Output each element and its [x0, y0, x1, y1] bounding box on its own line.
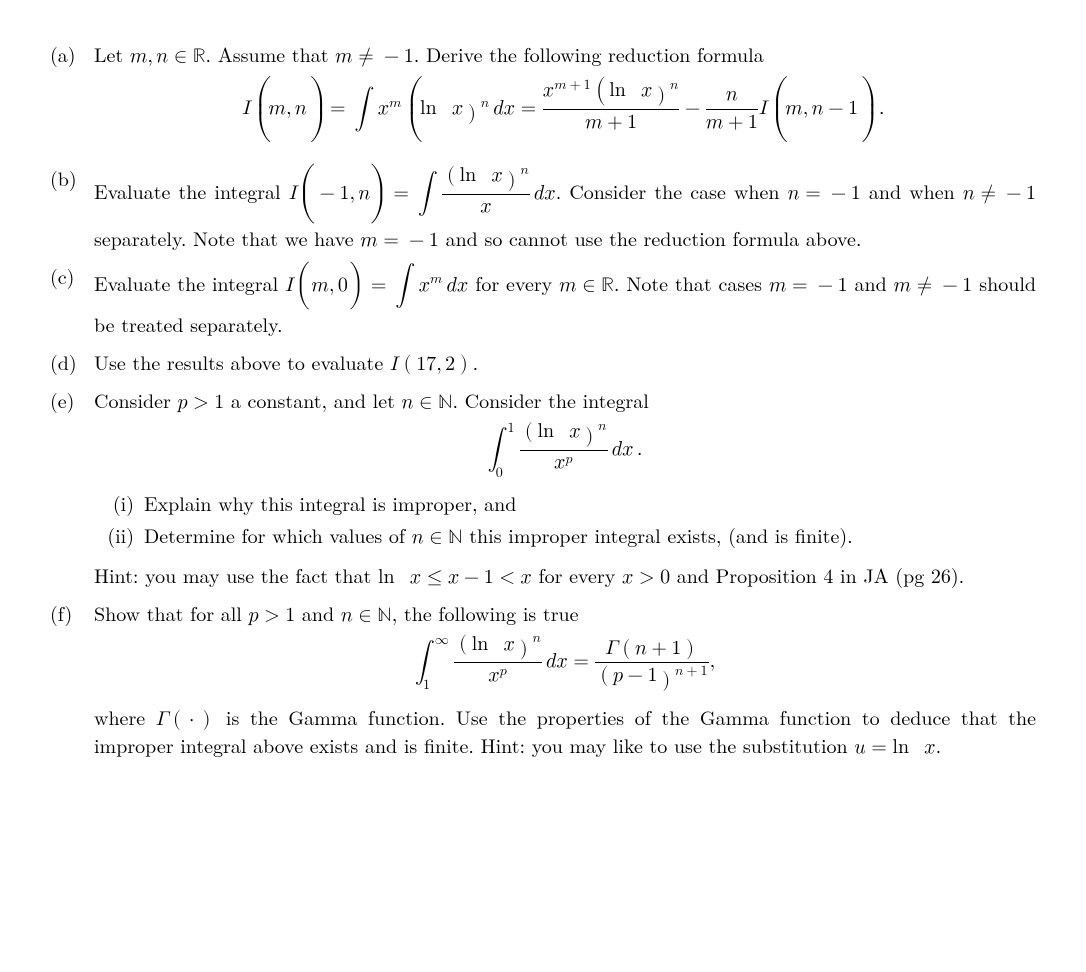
item-f-text-before: Show that for all p>1 and n∈ℕ, the follo…	[94, 598, 579, 627]
item-d-text: Use the results above to evaluate I(17,2…	[94, 347, 478, 376]
item-b: (b) Evaluate the integral I(−1,n)=∫(ln x…	[50, 164, 1036, 252]
item-e-formula: ∫01 (ln x)nxp dx.	[94, 422, 1036, 477]
item-label: (c)	[50, 262, 94, 338]
item-f: (f) Show that for all p>1 and n∈ℕ, the f…	[50, 599, 1036, 760]
item-e-text-before: Consider p>1 a constant, and let n∈ℕ. Co…	[94, 385, 649, 414]
item-f-text-after: where Γ(·) is the Gamma function. Use th…	[94, 702, 1036, 759]
item-body: Evaluate the integral I(m,0)=∫xmdx for e…	[94, 262, 1036, 338]
subitem-label: (i)	[94, 489, 144, 517]
item-body: Consider p>1 a constant, and let n∈ℕ. Co…	[94, 386, 1036, 589]
item-f-formula: ∫1∞ (ln x)nxp dx = Γ(n+1) (p−1)n+1 ,	[94, 635, 1036, 692]
item-c-text: Evaluate the integral I(m,0)=∫xmdx for e…	[94, 268, 1036, 338]
item-a-formula: I(m,n)= ∫xm(ln x)ndx = xm+1(ln x)n m+1 −…	[94, 76, 1036, 142]
item-body: Show that for all p>1 and n∈ℕ, the follo…	[94, 599, 1036, 760]
item-e: (e) Consider p>1 a constant, and let n∈ℕ…	[50, 386, 1036, 589]
subitem-body: Determine for which values of n∈ℕ this i…	[144, 521, 1036, 549]
subitem-e-i: (i) Explain why this integral is imprope…	[94, 489, 1036, 517]
item-label: (d)	[50, 348, 94, 376]
item-label: (f)	[50, 599, 94, 760]
item-body: Let m,n∈ℝ. Assume that m≠−1. Derive the …	[94, 40, 1036, 154]
item-body: Use the results above to evaluate I(17,2…	[94, 348, 1036, 376]
item-b-text: Evaluate the integral I(−1,n)=∫(ln x)nxd…	[94, 176, 1036, 252]
item-label: (e)	[50, 386, 94, 589]
subitem-body: Explain why this integral is improper, a…	[144, 489, 1036, 517]
subitem-label: (ii)	[94, 521, 144, 549]
item-c: (c) Evaluate the integral I(m,0)=∫xmdx f…	[50, 262, 1036, 338]
item-label: (a)	[50, 40, 94, 154]
item-e-hint: Hint: you may use the fact that ln x≤x−1…	[94, 561, 1036, 589]
item-label: (b)	[50, 164, 94, 252]
item-a-text-before: Let m,n∈ℝ. Assume that m≠−1. Derive the …	[94, 39, 764, 68]
item-body: Evaluate the integral I(−1,n)=∫(ln x)nxd…	[94, 164, 1036, 252]
item-a: (a) Let m,n∈ℝ. Assume that m≠−1. Derive …	[50, 40, 1036, 154]
item-d: (d) Use the results above to evaluate I(…	[50, 348, 1036, 376]
subitem-e-ii: (ii) Determine for which values of n∈ℕ t…	[94, 521, 1036, 549]
